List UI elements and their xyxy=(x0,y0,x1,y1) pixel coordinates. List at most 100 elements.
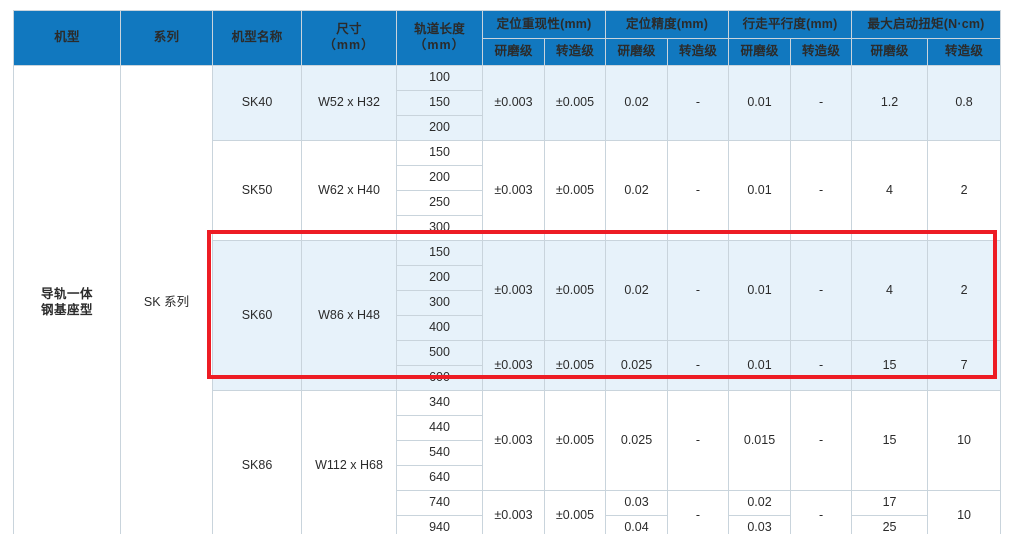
cell-repeat-grind: ±0.003 xyxy=(482,240,545,341)
cell-parallel-grind: 0.01 xyxy=(728,65,792,141)
cell-accuracy-roll: - xyxy=(667,490,730,534)
cell-size: W62 x H40 xyxy=(301,140,397,241)
table-row: 940 0.04 0.03 25 xyxy=(14,515,1001,534)
cell-accuracy-grind: 0.03 xyxy=(605,490,669,516)
cell-parallel-roll: - xyxy=(790,340,853,391)
cell-track-length: 150 xyxy=(396,90,483,116)
cell-size: W52 x H32 xyxy=(301,65,397,141)
header-size: 尺寸 （mm） xyxy=(301,10,397,66)
cell-repeat-grind: ±0.003 xyxy=(482,490,545,534)
cell-model-name: SK40 xyxy=(212,65,302,141)
table-row: SK86 W112 x H68 340 ±0.003 ±0.005 0.025-0.015… xyxy=(14,390,1002,534)
cell-repeat-roll: ±0.005 xyxy=(543,340,607,391)
cell-model-name: SK60 xyxy=(212,240,302,391)
cell-track-length: 940 xyxy=(396,515,483,534)
cell-track-length: 340 xyxy=(396,390,483,416)
cell-track-length: 200 xyxy=(396,115,483,141)
cell-track-length: 150 xyxy=(396,140,483,166)
cell-accuracy-grind: 0.02 xyxy=(605,65,669,141)
cell-track-length: 600 xyxy=(396,365,483,391)
cell-repeat-roll: ±0.005 xyxy=(543,240,607,341)
cell-parallel-roll: - xyxy=(790,390,853,491)
cell-size: W86 x H48 xyxy=(301,240,397,391)
cell-repeat-grind: ±0.003 xyxy=(482,140,545,241)
header-group-accuracy: 定位精度(mm) xyxy=(605,10,730,39)
header-series: 系列 xyxy=(120,10,213,66)
cell-accuracy-roll: - xyxy=(667,340,730,391)
cell-track-length: 150 xyxy=(396,240,483,266)
table-row: 500 ±0.003 ±0.005 0.025-0.01-15 7 xyxy=(14,340,1002,391)
cell-track-length: 500 xyxy=(396,340,483,366)
cell-parallel-roll: - xyxy=(790,140,853,241)
cell-track-length: 300 xyxy=(396,290,483,316)
header-sub-accuracy-roll: 转造级 xyxy=(667,38,730,66)
header-track-line1: 轨道长度 xyxy=(414,22,465,37)
cell-series: SK 系列 xyxy=(120,65,213,534)
table-header: 机型 系列 机型名称 尺寸 （mm） 轨道长度 （mm） 定位重现性(mm) 定 xyxy=(13,10,1002,66)
cell-parallel-grind: 0.015 xyxy=(728,390,792,491)
header-track-line2: （mm） xyxy=(413,38,466,52)
table-row: 150 xyxy=(14,90,1001,116)
cell-track-length: 200 xyxy=(396,165,483,191)
cell-repeat-grind: ±0.003 xyxy=(482,390,545,491)
cell-torque-grind: 15 xyxy=(851,390,929,491)
cell-torque-grind: 17 xyxy=(851,490,929,516)
cell-track-length: 740 xyxy=(396,490,483,516)
cell-parallel-grind: 0.03 xyxy=(728,515,792,534)
cell-parallel-grind: 0.01 xyxy=(728,140,792,241)
cell-parallel-roll: - xyxy=(790,65,853,141)
header-group-torque: 最大启动扭矩(N·cm) xyxy=(851,10,1002,39)
table-body: 导轨一体 钢基座型 SK 系列 SK40 W52 x H32 100 ±0.003 ±0.00… xyxy=(13,65,1002,534)
cell-torque-roll: 10 xyxy=(927,490,1002,534)
cell-parallel-grind: 0.02 xyxy=(728,490,792,516)
cell-track-length: 540 xyxy=(396,440,483,466)
cell-torque-grind: 4 xyxy=(851,240,929,341)
header-model-name: 机型名称 xyxy=(212,10,302,66)
header-size-line1: 尺寸 xyxy=(336,22,362,37)
cell-track-length: 300 xyxy=(396,215,483,241)
cell-track-length: 250 xyxy=(396,190,483,216)
header-model-type: 机型 xyxy=(13,10,121,66)
cell-track-length: 200 xyxy=(396,265,483,291)
header-sub-accuracy-grind: 研磨级 xyxy=(605,38,669,66)
table-row: 250 xyxy=(14,190,1001,216)
cell-accuracy-grind: 0.04 xyxy=(605,515,669,534)
table-row: 200 xyxy=(14,265,1001,291)
cell-track-length: 100 xyxy=(396,65,483,91)
header-sub-repeat-grind: 研磨级 xyxy=(482,38,545,66)
cell-torque-grind: 25 xyxy=(851,515,929,534)
cell-repeat-grind: ±0.003 xyxy=(482,65,545,141)
cell-model-name: SK50 xyxy=(212,140,302,241)
cell-accuracy-roll: - xyxy=(667,240,730,341)
cell-accuracy-grind: 0.025 xyxy=(605,340,669,391)
cell-track-length: 640 xyxy=(396,465,483,491)
table-row: 440 xyxy=(14,415,1001,441)
cell-accuracy-roll: - xyxy=(667,140,730,241)
cell-accuracy-grind: 0.02 xyxy=(605,240,669,341)
table-row: 300 xyxy=(14,290,1001,316)
header-sub-torque-roll: 转造级 xyxy=(927,38,1002,66)
table-row: SK50 W62 x H40 150 ±0.003 ±0.005 0.02-0.01-4 2 xyxy=(14,140,1002,241)
cell-track-length: 400 xyxy=(396,315,483,341)
cell-repeat-roll: ±0.005 xyxy=(543,140,607,241)
header-group-repeatability: 定位重现性(mm) xyxy=(481,10,607,39)
cell-torque-roll: 2 xyxy=(927,140,1002,241)
table-row: 740 ±0.003 ±0.005 0.03-0.02-17 10 xyxy=(14,490,1002,534)
table-row: 200 xyxy=(14,115,1001,141)
header-group-parallelism: 行走平行度(mm) xyxy=(728,10,853,39)
cell-parallel-grind: 0.01 xyxy=(728,340,792,391)
table-row: 400 xyxy=(14,315,1001,341)
cell-parallel-grind: 0.01 xyxy=(728,240,792,341)
cell-torque-grind: 15 xyxy=(851,340,929,391)
cell-parallel-roll: - xyxy=(790,240,853,341)
cell-accuracy-roll: - xyxy=(667,390,730,491)
header-sub-repeat-roll: 转造级 xyxy=(543,38,607,66)
cell-torque-grind: 4 xyxy=(851,140,929,241)
cell-repeat-roll: ±0.005 xyxy=(543,65,607,141)
cell-size: W112 x H68 xyxy=(301,390,397,534)
table-row: 导轨一体 钢基座型 SK 系列 SK40 W52 x H32 100 ±0.003 ±0.00… xyxy=(13,65,1002,534)
table-row: SK60 W86 x H48 150 ±0.003 ±0.005 0.02-0.01-4 2 xyxy=(14,240,1002,391)
header-sub-parallel-roll: 转造级 xyxy=(790,38,853,66)
cell-model-name: SK86 xyxy=(212,390,302,534)
